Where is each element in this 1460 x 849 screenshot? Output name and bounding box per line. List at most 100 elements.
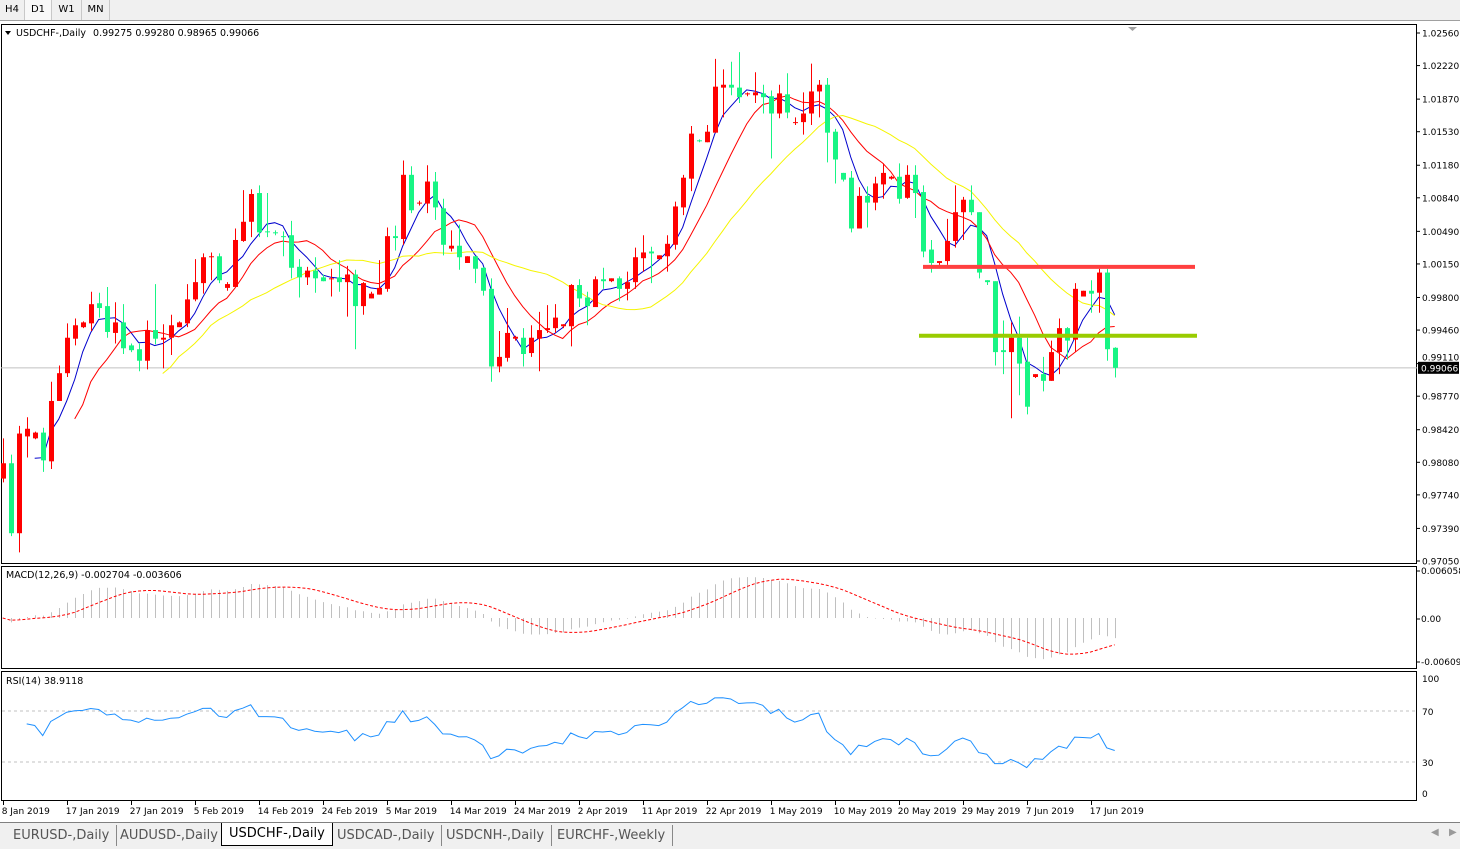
- candle-body: [105, 306, 110, 332]
- candle: [1049, 340, 1054, 381]
- scroll-right-icon[interactable]: ▶: [1449, 827, 1457, 838]
- candle: [641, 235, 646, 272]
- candle: [961, 196, 966, 240]
- candle: [233, 228, 238, 287]
- tab-usdchf-daily[interactable]: USDCHF-,Daily: [221, 823, 333, 846]
- timeframe-mn-button[interactable]: MN: [82, 0, 110, 20]
- price-tick-label: 1.00840: [1422, 194, 1459, 204]
- candle-body: [505, 332, 510, 358]
- candle-body: [577, 285, 582, 299]
- timeframe-h4-button[interactable]: H4: [0, 0, 25, 20]
- candle: [681, 174, 686, 216]
- chart-shift-marker-icon[interactable]: [1128, 27, 1137, 31]
- candle-body: [225, 284, 230, 288]
- candle-body: [1073, 288, 1078, 340]
- candle: [1033, 374, 1038, 378]
- candle-body: [81, 322, 86, 328]
- candle: [545, 305, 550, 333]
- candle-body: [521, 337, 526, 355]
- scroll-left-icon[interactable]: ◀: [1431, 827, 1439, 838]
- candle: [361, 282, 366, 315]
- price-tick-label: 0.98770: [1422, 393, 1459, 403]
- candle: [569, 284, 574, 347]
- candle-body: [1009, 337, 1014, 353]
- candle: [809, 63, 814, 125]
- candle-body: [537, 330, 542, 339]
- candle: [969, 185, 974, 216]
- candle-body: [345, 274, 350, 283]
- candle-body: [425, 181, 430, 204]
- candle: [433, 171, 438, 220]
- timeframe-d1-button[interactable]: D1: [25, 0, 52, 20]
- candle-body: [1025, 361, 1030, 407]
- price-tick-label: 1.00490: [1422, 228, 1459, 238]
- rsi-plot: [2, 697, 1416, 769]
- candle: [753, 72, 758, 103]
- candle: [857, 187, 862, 229]
- candle-body: [353, 274, 358, 307]
- tab-eurusd-daily[interactable]: EURUSD-,Daily: [6, 825, 118, 846]
- candle-body: [265, 231, 270, 233]
- candle: [41, 427, 46, 472]
- candle-body: [929, 249, 934, 263]
- candle-body: [433, 181, 438, 208]
- candle: [705, 124, 710, 143]
- tab-eurchf-weekly[interactable]: EURCHF-,Weekly: [550, 825, 674, 846]
- candle: [65, 323, 70, 378]
- candle: [849, 170, 854, 233]
- ma-mid-line: [74, 95, 1115, 420]
- candle: [129, 343, 134, 353]
- chart-canvas[interactable]: 1.02560 1.02220 1.01870 1.01530 1.01180 1.008…: [0, 0, 1460, 822]
- candle: [313, 257, 318, 293]
- macd-tick-label: 0.006058: [1421, 567, 1460, 577]
- macd-tick-label: -0.006096: [1421, 658, 1460, 668]
- tab-audusd-daily[interactable]: AUDUSD-,Daily: [113, 825, 226, 846]
- rsi-tick-label: 100: [1422, 675, 1439, 685]
- timeframe-w1-button[interactable]: W1: [52, 0, 82, 20]
- candle-body: [569, 285, 574, 327]
- candle-body: [1113, 347, 1118, 368]
- candle-body: [201, 257, 206, 284]
- candle-body: [65, 337, 70, 374]
- tab-usdcad-daily[interactable]: USDCAD-,Daily: [330, 825, 443, 846]
- candle: [825, 78, 830, 163]
- candle: [217, 253, 222, 284]
- date-label: 5 Feb 2019: [194, 807, 245, 817]
- candle: [529, 325, 534, 357]
- candle-body: [249, 193, 254, 222]
- candle-body: [745, 93, 750, 95]
- candle: [553, 304, 558, 333]
- candle-body: [161, 337, 166, 340]
- candle: [721, 69, 726, 118]
- date-label: 22 Apr 2019: [706, 807, 762, 817]
- candle: [377, 260, 382, 295]
- candle: [745, 92, 750, 97]
- candle: [265, 193, 270, 238]
- date-label: 14 Feb 2019: [258, 807, 314, 817]
- price-tick-label: 0.99800: [1422, 294, 1459, 304]
- candle: [113, 302, 118, 344]
- price-tick-label: 0.97740: [1422, 491, 1459, 501]
- date-label: 17 Jan 2019: [66, 807, 120, 817]
- candle: [457, 224, 462, 270]
- candle-body: [465, 256, 470, 263]
- tab-usdcnh-daily[interactable]: USDCNH-,Daily: [439, 825, 553, 846]
- candle-body: [721, 84, 726, 88]
- candle-body: [849, 177, 854, 229]
- candle: [761, 84, 766, 114]
- candle: [585, 291, 590, 326]
- candle-body: [633, 257, 638, 283]
- candle: [617, 276, 622, 302]
- candle: [161, 324, 166, 369]
- candle-body: [609, 278, 614, 282]
- candle: [713, 58, 718, 133]
- candle: [561, 324, 566, 329]
- candle-body: [897, 176, 902, 199]
- candle: [537, 311, 542, 372]
- candle-body: [313, 270, 318, 279]
- candle-body: [273, 232, 278, 234]
- collapse-triangle-icon[interactable]: [5, 31, 11, 35]
- price-plot: [1, 52, 1417, 553]
- price-tick-label: 1.01180: [1422, 162, 1459, 172]
- candle-body: [217, 256, 222, 281]
